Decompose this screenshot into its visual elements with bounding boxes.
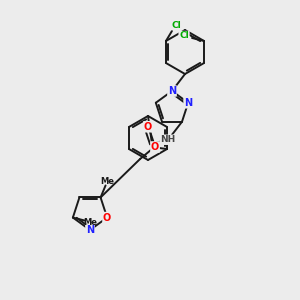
Text: O: O (103, 213, 111, 223)
Text: Me: Me (83, 218, 97, 227)
Text: N: N (168, 86, 176, 96)
Text: Me: Me (100, 177, 115, 186)
Text: N: N (184, 98, 192, 108)
Text: O: O (151, 142, 159, 152)
Text: Cl: Cl (179, 32, 189, 40)
Text: NH: NH (160, 135, 175, 144)
Text: Cl: Cl (171, 20, 181, 29)
Text: N: N (86, 225, 94, 235)
Text: O: O (144, 122, 152, 132)
